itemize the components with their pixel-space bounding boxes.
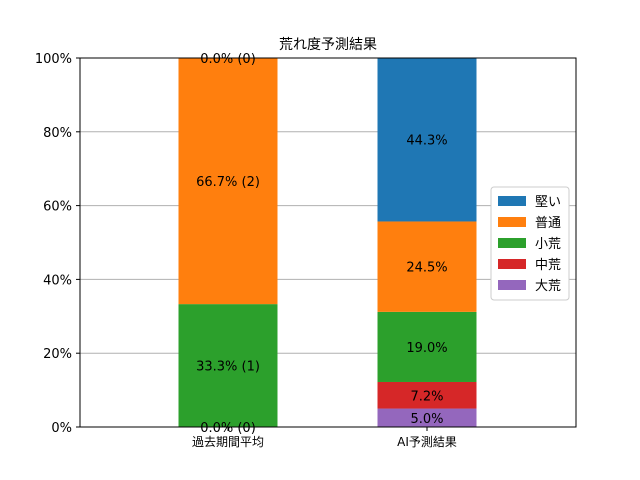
legend-swatch (498, 259, 526, 269)
y-tick-label: 40% (43, 273, 72, 288)
chart-title: 荒れ度予測結果 (279, 37, 377, 53)
bar-segment (377, 221, 477, 312)
legend-label: 普通 (535, 216, 561, 231)
bar-segment (377, 381, 477, 409)
data-label: 44.3% (406, 134, 447, 149)
bars (178, 58, 477, 427)
legend-label: 小荒 (535, 237, 561, 252)
data-label: 5.0% (410, 412, 443, 427)
y-tick-label: 0% (51, 421, 72, 436)
y-tick-label: 20% (43, 347, 72, 362)
y-tick-label: 100% (35, 52, 72, 67)
legend-label: 大荒 (535, 279, 561, 294)
legend-label: 中荒 (535, 258, 561, 273)
legend-label: 堅い (535, 195, 561, 210)
data-label: 33.3% (1) (196, 360, 260, 375)
bar-segment (377, 311, 477, 382)
data-label: 7.2% (410, 389, 443, 404)
legend-swatch (498, 280, 526, 290)
legend-swatch (498, 238, 526, 248)
data-label: 66.7% (2) (196, 175, 260, 190)
axes: 0% 20% 40% 60% 80% 100% 過去期間平均 AI予測結果 (35, 52, 457, 449)
bar-segment (178, 304, 278, 427)
data-labels: 0.0% (0)33.3% (1)66.7% (2)0.0% (0)5.0%7.… (196, 52, 448, 436)
legend-box (490, 186, 570, 301)
bar-segment (377, 408, 477, 427)
x-tick-label: 過去期間平均 (192, 435, 264, 449)
data-label: 0.0% (0) (200, 52, 256, 67)
y-tick-label: 60% (43, 200, 72, 215)
data-label: 19.0% (406, 341, 447, 356)
legend-swatch (498, 217, 526, 227)
bar-segment (377, 58, 477, 222)
data-label: 24.5% (406, 261, 447, 276)
bar-segment (178, 58, 278, 305)
y-tick-label: 80% (43, 126, 72, 141)
plot-frame (79, 57, 577, 428)
x-tick-label: AI予測結果 (397, 435, 457, 449)
legend-swatch (498, 196, 526, 206)
